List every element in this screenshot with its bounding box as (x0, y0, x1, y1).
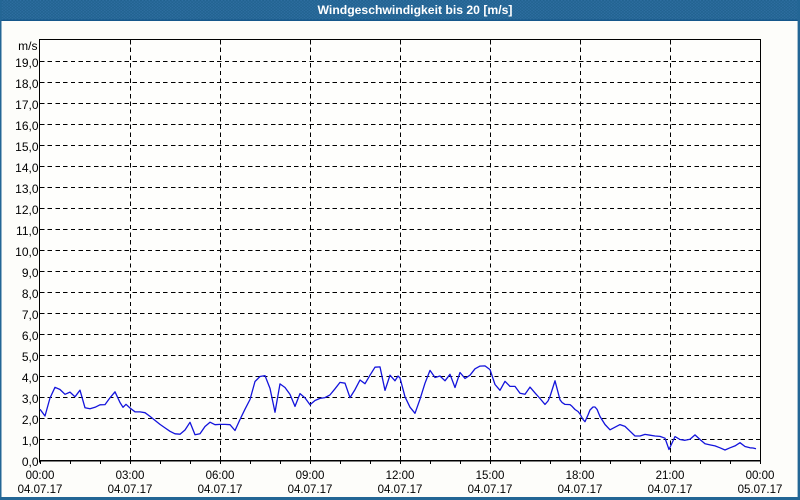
svg-text:13,0: 13,0 (15, 182, 39, 196)
svg-text:04.07.17: 04.07.17 (18, 484, 63, 496)
svg-text:3,0: 3,0 (22, 392, 39, 406)
svg-text:7,0: 7,0 (22, 308, 39, 322)
svg-text:10,0: 10,0 (15, 245, 39, 259)
svg-text:8,0: 8,0 (22, 287, 39, 301)
svg-text:04.07.17: 04.07.17 (378, 484, 423, 496)
svg-text:6,0: 6,0 (22, 329, 39, 343)
svg-text:00:00: 00:00 (746, 470, 775, 482)
svg-text:19,0: 19,0 (15, 56, 39, 70)
svg-text:04.07.17: 04.07.17 (558, 484, 603, 496)
svg-text:2,0: 2,0 (22, 413, 39, 427)
svg-text:09:00: 09:00 (296, 470, 325, 482)
svg-text:9,0: 9,0 (22, 266, 39, 280)
svg-text:04.07.17: 04.07.17 (108, 484, 153, 496)
svg-text:1,0: 1,0 (22, 434, 39, 448)
svg-text:11,0: 11,0 (16, 224, 39, 238)
svg-text:12,0: 12,0 (15, 203, 39, 217)
svg-text:04.07.17: 04.07.17 (468, 484, 513, 496)
svg-text:4,0: 4,0 (22, 371, 39, 385)
svg-text:21:00: 21:00 (656, 470, 685, 482)
svg-text:5,0: 5,0 (22, 350, 39, 364)
svg-text:04.07.17: 04.07.17 (288, 484, 333, 496)
svg-text:04.07.17: 04.07.17 (198, 484, 243, 496)
svg-text:m/s: m/s (18, 39, 37, 53)
svg-text:18,0: 18,0 (15, 77, 39, 91)
svg-text:15:00: 15:00 (476, 470, 505, 482)
svg-text:03:00: 03:00 (116, 470, 145, 482)
svg-text:00:00: 00:00 (26, 470, 55, 482)
svg-text:14,0: 14,0 (15, 161, 39, 175)
svg-text:16,0: 16,0 (15, 119, 39, 133)
svg-text:12:00: 12:00 (386, 470, 415, 482)
svg-text:0,0: 0,0 (22, 455, 39, 469)
svg-text:04.07.17: 04.07.17 (648, 484, 693, 496)
svg-text:18:00: 18:00 (566, 470, 595, 482)
svg-text:Windgeschwindigkeit bis 20 [m/: Windgeschwindigkeit bis 20 [m/s] (318, 3, 513, 17)
svg-text:17,0: 17,0 (15, 98, 39, 112)
svg-text:06:00: 06:00 (206, 470, 235, 482)
svg-text:15,0: 15,0 (15, 140, 39, 154)
svg-text:05.07.17: 05.07.17 (738, 484, 783, 496)
